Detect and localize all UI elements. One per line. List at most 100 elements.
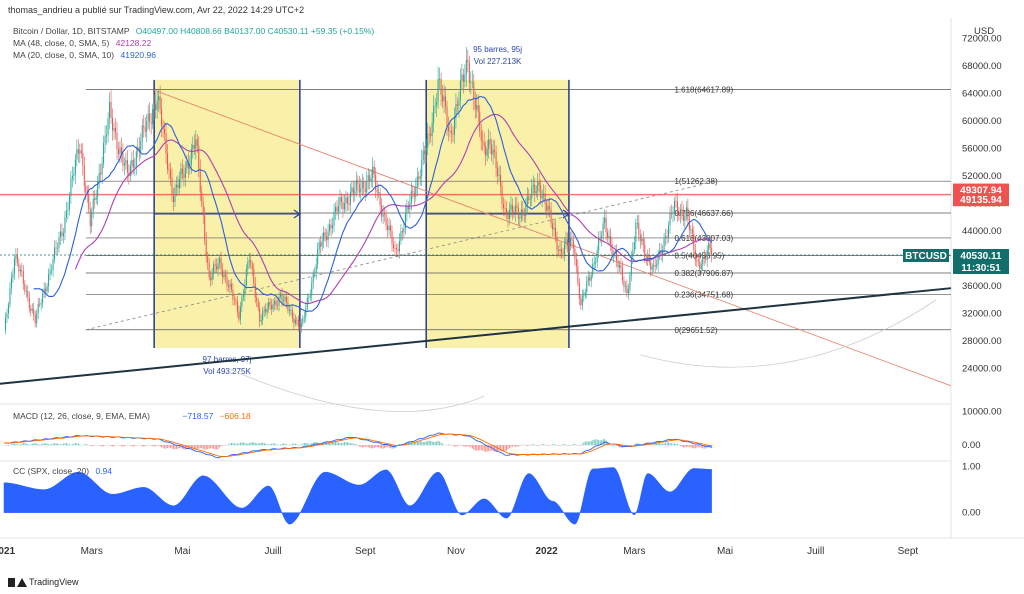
candle-body xyxy=(156,100,158,111)
macd-histogram-bar xyxy=(244,442,246,446)
candle-body xyxy=(531,187,533,199)
macd-histogram-bar xyxy=(202,445,204,449)
macd-histogram-bar xyxy=(520,444,522,446)
macd-histogram-bar xyxy=(22,443,24,446)
macd-histogram-bar xyxy=(598,440,600,446)
legend-cc[interactable]: CC (SPX, close, 20) 0.94 xyxy=(13,466,112,476)
candle-body xyxy=(285,296,287,303)
macd-histogram-bar xyxy=(225,445,227,446)
macd-histogram-bar xyxy=(671,443,673,446)
candle-body xyxy=(578,282,580,299)
candle-body xyxy=(660,250,662,255)
macd-histogram-bar xyxy=(516,445,518,447)
candle-body xyxy=(626,286,628,294)
legend-macd[interactable]: MACD (12, 26, close, 9, EMA, EMA) −718.5… xyxy=(13,411,251,421)
candle-body xyxy=(489,139,491,145)
candle-body xyxy=(97,181,99,197)
candle-body xyxy=(135,151,137,166)
macd-histogram-bar xyxy=(231,442,232,446)
macd-histogram-bar xyxy=(345,441,347,446)
candle-body xyxy=(437,78,439,102)
macd-histogram-bar xyxy=(561,444,562,446)
candle-body xyxy=(125,160,127,164)
macd-histogram-bar xyxy=(659,442,661,446)
candle-body xyxy=(598,238,600,251)
candle-body xyxy=(682,212,684,221)
macd-histogram-bar xyxy=(159,445,161,447)
macd-histogram-bar xyxy=(271,443,273,446)
candle-body xyxy=(450,130,453,134)
y-tick-label: 52000.00 xyxy=(962,171,1002,182)
candle-body xyxy=(201,192,203,203)
macd-histogram-bar xyxy=(532,444,534,446)
tradingview-logo[interactable]: TradingView xyxy=(8,577,79,587)
candle-body xyxy=(198,145,200,169)
macd-histogram-bar xyxy=(341,443,342,446)
candle-body xyxy=(525,205,527,217)
x-tick-label: Mai xyxy=(174,546,190,557)
macd-histogram-bar xyxy=(164,445,166,449)
macd-histogram-bar xyxy=(220,445,222,447)
macd-histogram-bar xyxy=(580,445,582,446)
candle-body xyxy=(497,168,499,176)
candle-body xyxy=(684,215,686,221)
macd-histogram-bar xyxy=(336,442,338,446)
macd-histogram-bar xyxy=(418,440,420,446)
macd-histogram-bar xyxy=(33,443,35,446)
macd-histogram-bar xyxy=(269,444,271,446)
macd-histogram-bar xyxy=(235,443,237,446)
macd-histogram-bar xyxy=(370,445,372,449)
macd-histogram-bar xyxy=(55,443,57,446)
legend-ma48[interactable]: MA (48, close, 0, SMA, 5) 42128.22 xyxy=(13,38,151,48)
y-tick-label: 32000.00 xyxy=(962,309,1002,320)
candle-body xyxy=(74,159,76,175)
candle-body xyxy=(159,96,161,110)
legend-ma20[interactable]: MA (20, close, 0, SMA, 10) 41920.96 xyxy=(13,50,156,60)
macd-histogram-bar xyxy=(45,443,47,446)
macd-histogram-bar xyxy=(571,444,573,446)
candle-body xyxy=(572,240,574,249)
candle-body xyxy=(675,201,677,202)
candle-body xyxy=(213,264,215,275)
candle-body xyxy=(330,224,332,229)
candle-body xyxy=(113,127,115,131)
macd-histogram-bar xyxy=(239,442,241,446)
macd-histogram-bar xyxy=(268,444,270,446)
candle-body xyxy=(363,181,365,189)
candle-body xyxy=(335,207,337,212)
candle-body xyxy=(73,174,75,176)
candle-body xyxy=(436,101,438,106)
candle-body xyxy=(126,160,128,173)
macd-histogram-bar xyxy=(474,445,476,451)
macd-histogram-bar xyxy=(156,445,158,446)
macd-histogram-bar xyxy=(100,445,102,447)
macd-histogram-bar xyxy=(510,445,512,448)
macd-histogram-bar xyxy=(462,445,464,447)
macd-histogram-bar xyxy=(31,443,33,446)
candle-body xyxy=(260,320,262,322)
macd-histogram-bar xyxy=(696,445,698,448)
macd-histogram-bar xyxy=(528,445,530,446)
fib-level-label: 1.618(64617.89) xyxy=(674,85,733,94)
candle-body xyxy=(595,262,597,264)
candle-body xyxy=(112,117,114,131)
candle-body xyxy=(199,168,201,193)
candle-body xyxy=(700,264,702,269)
macd-histogram-bar xyxy=(650,443,652,446)
candle-body xyxy=(178,178,180,189)
macd-histogram-bar xyxy=(596,439,598,446)
macd-histogram-bar xyxy=(250,442,252,446)
macd-histogram-bar xyxy=(656,442,658,446)
macd-histogram-bar xyxy=(657,442,659,446)
price-badge-text: 49307.94 xyxy=(960,186,1002,197)
legend-ma48-label: MA (48, close, 0, SMA, 5) xyxy=(13,38,110,48)
candle-body xyxy=(687,207,689,219)
candle-body xyxy=(27,291,29,297)
y-tick-label: 72000.00 xyxy=(962,34,1002,45)
price-badge-text: 49135.94 xyxy=(960,195,1002,206)
macd-histogram-bar xyxy=(672,443,674,446)
macd-histogram-bar xyxy=(378,445,380,448)
macd-histogram-bar xyxy=(168,445,170,448)
macd-histogram-bar xyxy=(495,445,497,453)
